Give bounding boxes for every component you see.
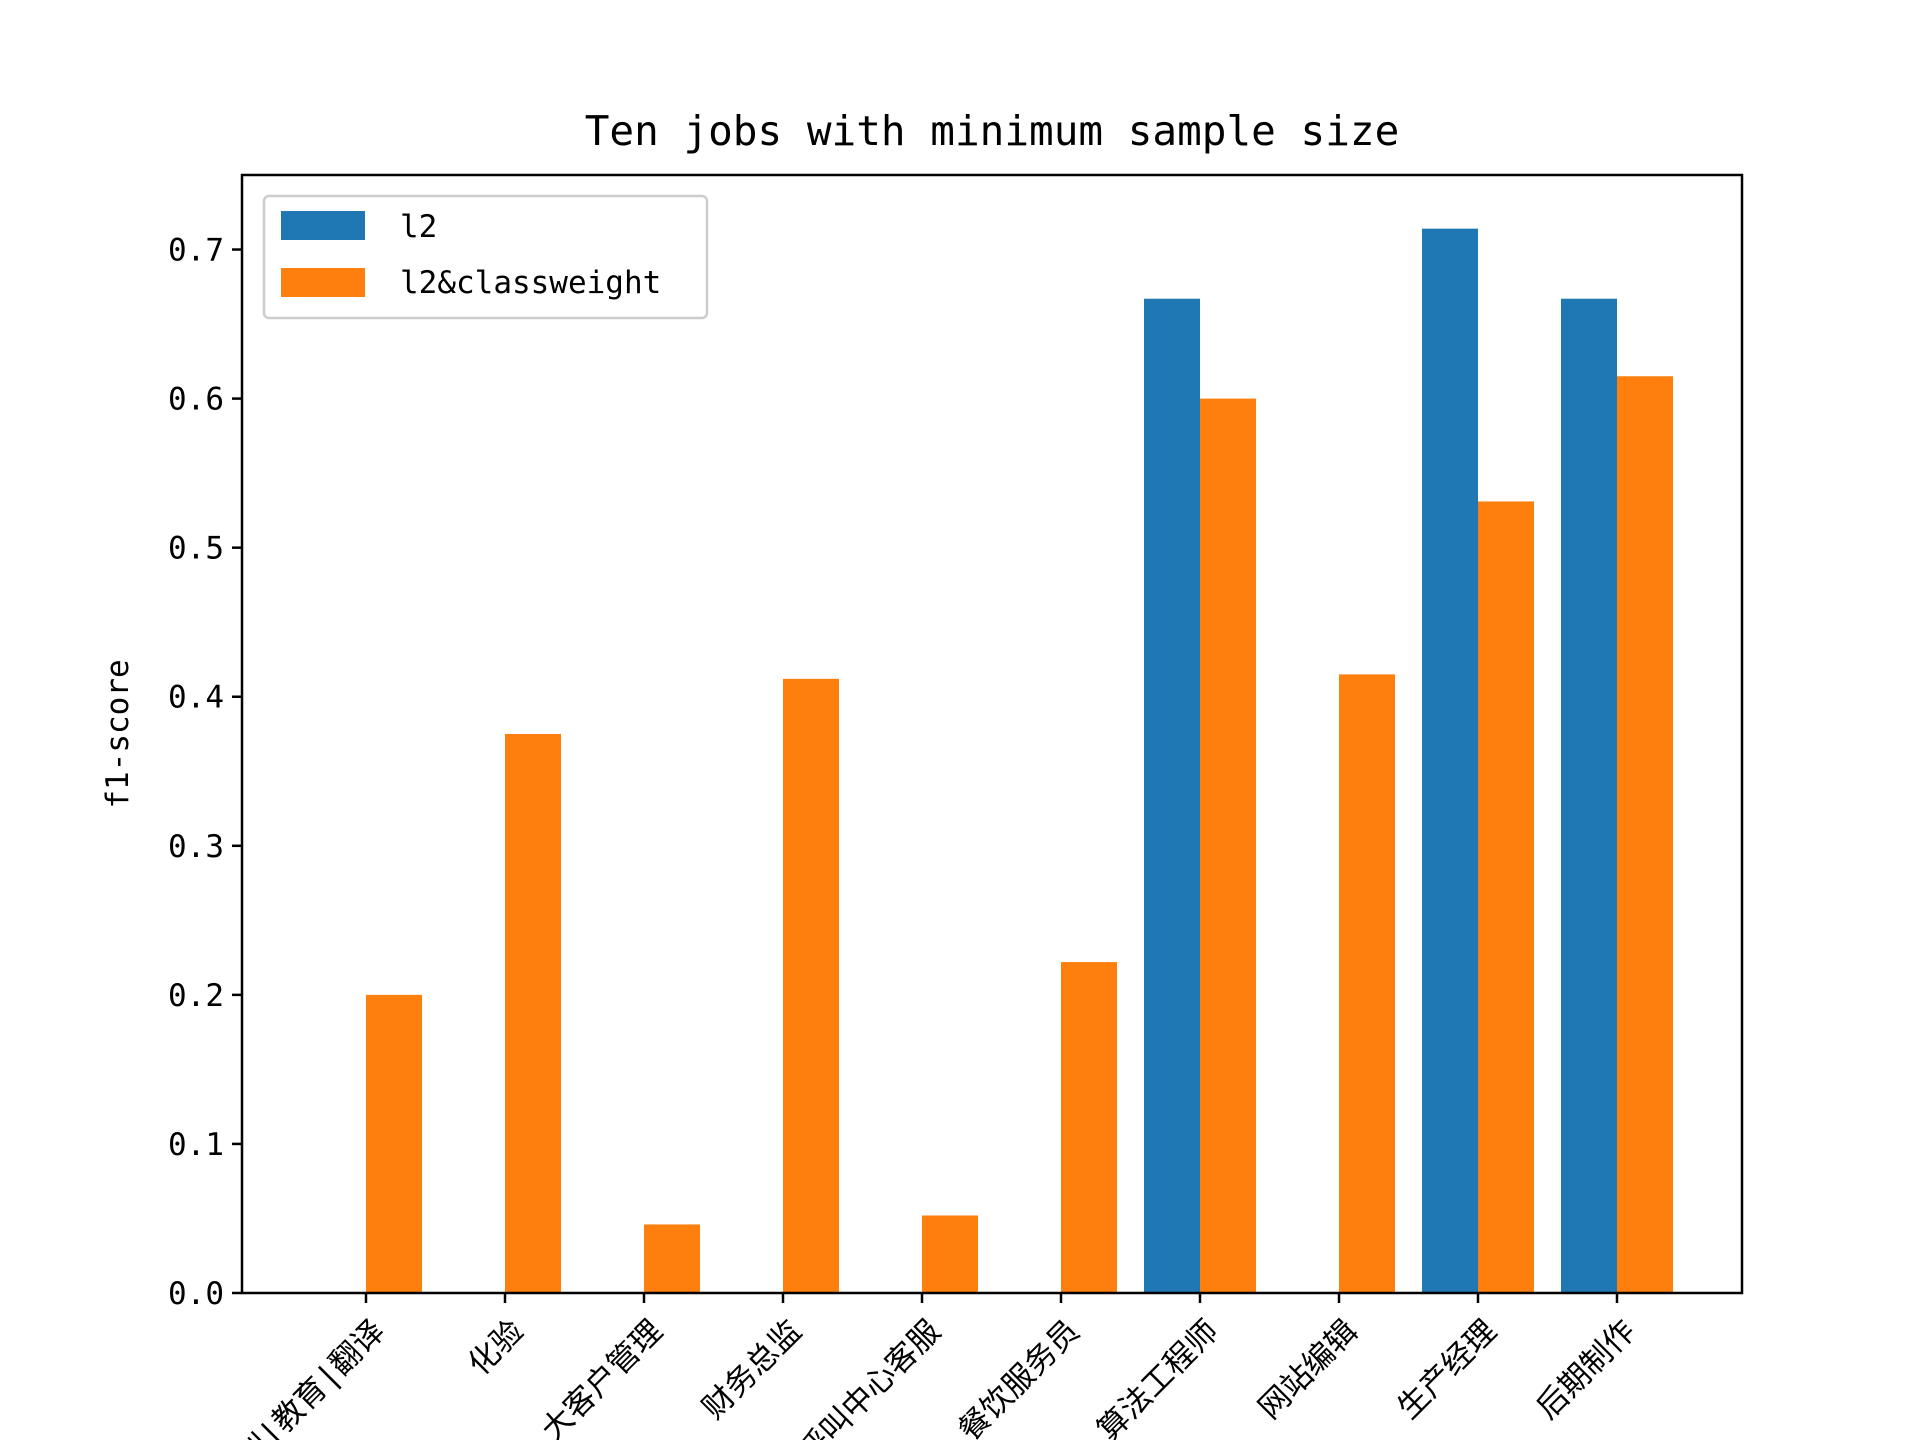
plot-frame — [240, 173, 1744, 1295]
y-axis: 0.0 0.1 0.2 0.3 0.4 0.5 0.6 0.7 — [168, 233, 242, 1312]
chart-title: Ten jobs with minimum sample size — [585, 107, 1400, 155]
bar-l2-classweight-5 — [1061, 962, 1117, 1293]
y-tick-label-4: 0.4 — [168, 680, 224, 716]
bar-l2-classweight-9 — [1617, 376, 1673, 1293]
bar-l2-classweight-6 — [1200, 398, 1256, 1294]
legend-label-l2: l2 — [400, 209, 437, 245]
legend-swatch-l2-classweight — [281, 268, 365, 297]
bar-l2-classweight-7 — [1339, 674, 1395, 1293]
y-tick-label-3: 0.3 — [168, 829, 224, 865]
y-tick-label-0: 0.0 — [168, 1276, 224, 1312]
y-tick-label-2: 0.2 — [168, 978, 224, 1014]
bar-l2-classweight-8 — [1478, 501, 1534, 1293]
bar-l2-classweight-0 — [366, 994, 422, 1293]
bars-layer — [366, 228, 1673, 1294]
y-tick-label-1: 0.1 — [168, 1127, 224, 1163]
bar-l2-classweight-4 — [922, 1215, 978, 1293]
bar-l2-classweight-2 — [644, 1224, 700, 1293]
legend: l2 l2&classweight — [262, 194, 709, 320]
bar-l2-classweight-3 — [783, 678, 839, 1293]
bar-l2-classweight-1 — [505, 734, 561, 1293]
legend-box — [262, 194, 709, 320]
bar-l2-9 — [1561, 298, 1617, 1293]
bar-l2-8 — [1422, 228, 1478, 1293]
legend-swatch-l2 — [281, 211, 365, 240]
y-tick-label-7: 0.7 — [168, 233, 224, 269]
y-tick-label-5: 0.5 — [168, 531, 224, 567]
bar-l2-6 — [1144, 298, 1200, 1293]
y-tick-label-6: 0.6 — [168, 382, 224, 418]
legend-label-l2-classweight: l2&classweight — [400, 265, 661, 301]
y-axis-label: f1-score — [100, 659, 136, 808]
